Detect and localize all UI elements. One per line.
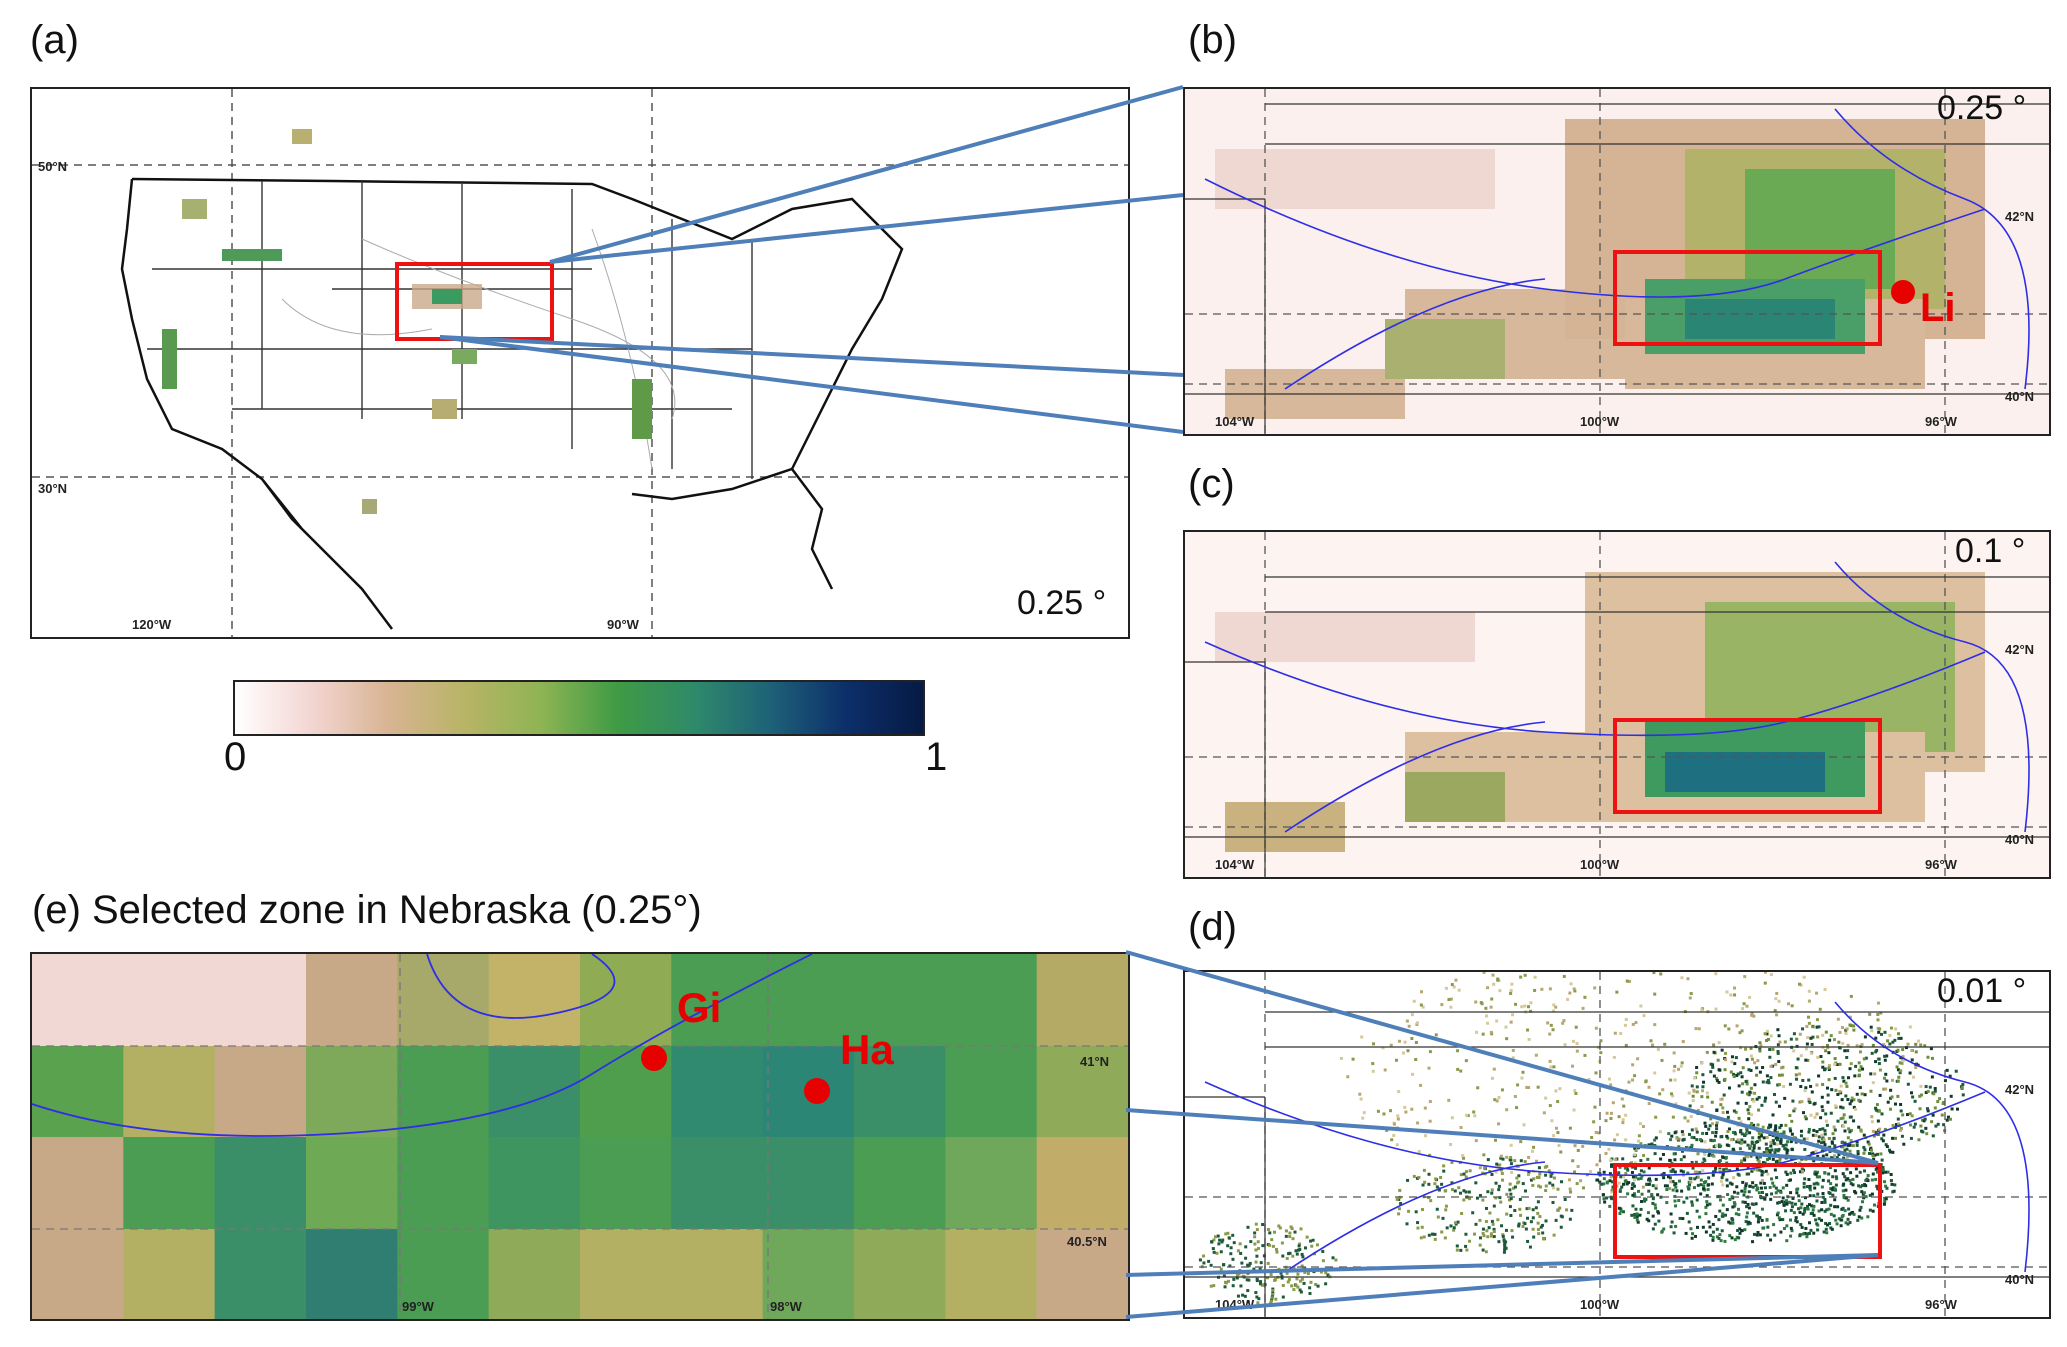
panel-e-label: (e) Selected zone in Nebraska (0.25°) (32, 888, 702, 932)
panel-e-lon-98: 98°W (770, 1299, 802, 1314)
panel-b-lon-96: 96°W (1925, 414, 1957, 429)
panel-d-map: 0.01 ° 42°N 40°N 104°W 100°W 96°W (1183, 970, 2051, 1319)
panel-d-label: (d) (1188, 905, 1237, 949)
panel-b-map: Li 0.25 ° 42°N 40°N 104°W 100°W 96°W (1183, 87, 2051, 436)
panel-e-pixels (32, 954, 1128, 1319)
panel-b-lat-40: 40°N (2005, 389, 2035, 404)
panel-c-lat-40: 40°N (2005, 832, 2035, 847)
site-gi-label: Gi (677, 984, 722, 1031)
panel-d-lon-100: 100°W (1580, 1297, 1620, 1312)
panel-d-pixels (1198, 972, 1965, 1305)
panel-c-label: (c) (1188, 462, 1235, 506)
panel-b-selection-box (1613, 250, 1882, 346)
panel-c-map: 0.1 ° 42°N 40°N 104°W 100°W 96°W (1183, 530, 2051, 879)
site-ha-marker (804, 1078, 830, 1104)
panel-d-lon-104: 104°W (1215, 1297, 1255, 1312)
site-ha-label: Ha (840, 1026, 894, 1073)
site-gi-marker (641, 1045, 667, 1071)
panel-c-resolution: 0.1 ° (1955, 532, 2026, 570)
panel-c-lon-104: 104°W (1215, 857, 1255, 872)
site-li-marker (1891, 280, 1915, 304)
panel-a-lon-90: 90°W (607, 617, 639, 632)
colorbar (233, 680, 925, 736)
panel-c-selection-box (1613, 718, 1882, 814)
panel-d-lat-42: 42°N (2005, 1082, 2035, 1097)
panel-d-svg (1185, 972, 2049, 1317)
panel-b-resolution: 0.25 ° (1937, 89, 2027, 127)
panel-c-lat-42: 42°N (2005, 642, 2035, 657)
panel-e-lat-41: 41°N (1080, 1054, 1110, 1069)
panel-c-lon-96: 96°W (1925, 857, 1957, 872)
panel-b-lat-42: 42°N (2005, 209, 2035, 224)
colorbar-min: 0 (224, 735, 247, 779)
panel-a-lon-120: 120°W (132, 617, 172, 632)
panel-a-resolution: 0.25 ° (1017, 584, 1107, 622)
panel-b-lon-100: 100°W (1580, 414, 1620, 429)
panel-e-lat-40-5: 40.5°N (1067, 1234, 1107, 1249)
panel-a-lat-50: 50°N (38, 159, 68, 174)
colorbar-max: 1 (925, 735, 948, 779)
panel-b-svg (1185, 89, 2049, 434)
panel-d-lon-96: 96°W (1925, 1297, 1957, 1312)
panel-e-svg (32, 954, 1128, 1319)
panel-e-map: Gi Ha 41°N 40.5°N 99°W 98°W (30, 952, 1130, 1321)
panel-c-lon-100: 100°W (1580, 857, 1620, 872)
panel-d-resolution: 0.01 ° (1937, 972, 2027, 1010)
panel-a-map: 50°N 30°N 120°W 90°W 0.25 ° (30, 87, 1130, 639)
panel-a-lat-30: 30°N (38, 481, 68, 496)
panel-c-svg (1185, 532, 2049, 877)
panel-b-lon-104: 104°W (1215, 414, 1255, 429)
panel-b-label: (b) (1188, 18, 1237, 62)
panel-e-lon-99: 99°W (402, 1299, 434, 1314)
panel-c-pixels (1185, 532, 2049, 877)
panel-a-svg (32, 89, 1128, 637)
panel-d-lat-40: 40°N (2005, 1272, 2035, 1287)
panel-a-label: (a) (30, 18, 79, 62)
site-li-label: Li (1920, 286, 1956, 330)
